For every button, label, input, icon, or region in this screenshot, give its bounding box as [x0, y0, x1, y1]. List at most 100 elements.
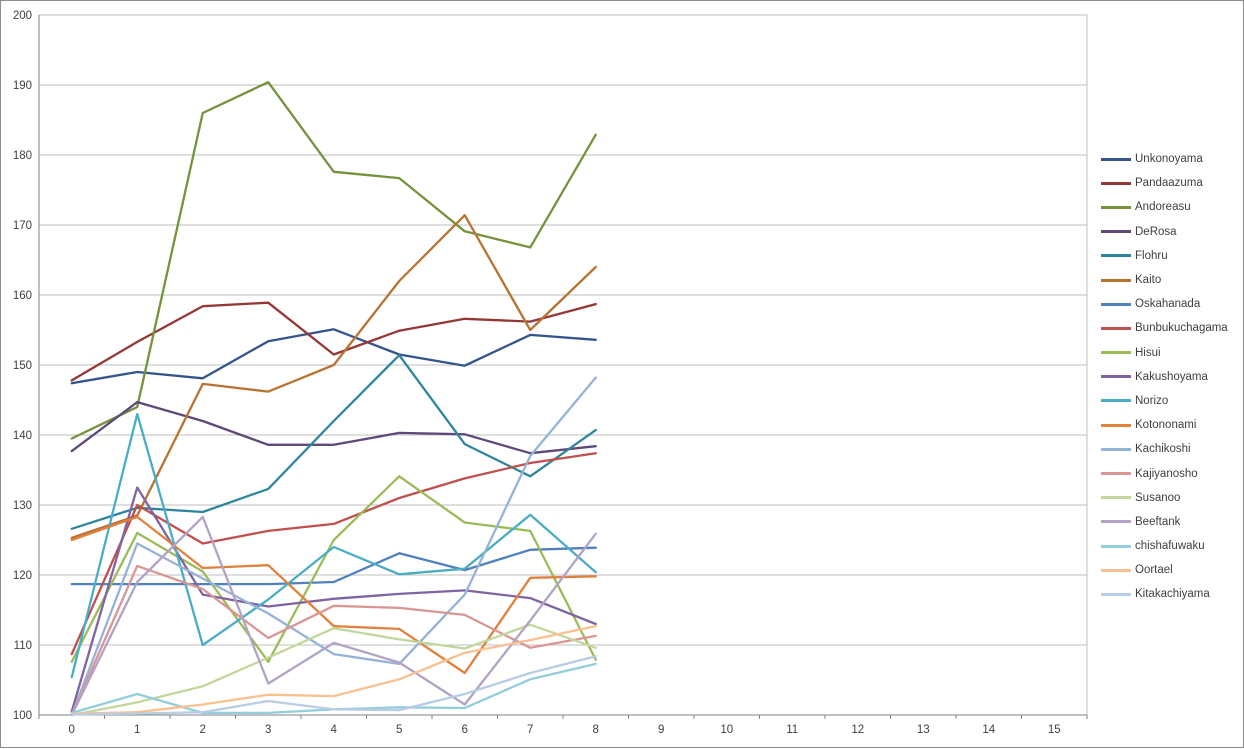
legend-label: Unkonoyama — [1135, 153, 1203, 166]
series-line-pandaazuma[interactable] — [70, 301, 597, 382]
y-axis-label: 180 — [13, 150, 32, 162]
x-axis-label: 5 — [396, 724, 402, 736]
series-line-susanoo[interactable] — [70, 623, 597, 717]
legend-label: DeRosa — [1135, 225, 1177, 238]
legend-label: Hisui — [1135, 346, 1161, 359]
legend-label: Beeftank — [1135, 515, 1181, 528]
y-axis-label: 200 — [13, 10, 32, 22]
legend-label: Kachikoshi — [1135, 443, 1191, 456]
x-axis-label: 10 — [720, 724, 733, 736]
legend-item-susanoo[interactable]: Susanoo — [1101, 486, 1243, 510]
legend-line-swatch — [1101, 496, 1131, 500]
legend-item-kachikoshi[interactable]: Kachikoshi — [1101, 437, 1243, 461]
legend-item-kaito[interactable]: Kaito — [1101, 268, 1243, 292]
x-axis-label: 2 — [200, 724, 206, 736]
legend-line-swatch — [1101, 544, 1131, 548]
legend-line-swatch — [1101, 278, 1131, 282]
series-line-kakushoyama[interactable] — [70, 486, 597, 713]
series-line-kajiyanosho[interactable] — [70, 564, 597, 717]
legend-item-unkonoyama[interactable]: Unkonoyama — [1101, 147, 1243, 171]
series-line-unkonoyama[interactable] — [70, 328, 597, 385]
x-axis-label: 0 — [69, 724, 75, 736]
legend-item-oortael[interactable]: Oortael — [1101, 558, 1243, 582]
legend-line-swatch — [1101, 399, 1131, 403]
legend-line-swatch — [1101, 520, 1131, 524]
legend-line-swatch — [1101, 568, 1131, 572]
legend-line-swatch — [1101, 157, 1131, 161]
series-line-derosa[interactable] — [70, 400, 597, 455]
legend-item-kajiyanosho[interactable]: Kajiyanosho — [1101, 461, 1243, 485]
x-axis-label: 15 — [1048, 724, 1061, 736]
series-line-flohru[interactable] — [70, 354, 597, 530]
legend-item-kitakachiyama[interactable]: Kitakachiyama — [1101, 582, 1243, 606]
series-line-kaito[interactable] — [70, 214, 597, 540]
y-axis-label: 130 — [13, 500, 32, 512]
y-axis-label: 100 — [13, 710, 32, 722]
legend-label: Kakushoyama — [1135, 370, 1208, 383]
legend-item-oskahanada[interactable]: Oskahanada — [1101, 292, 1243, 316]
legend-item-chishafuwaku[interactable]: chishafuwaku — [1101, 534, 1243, 558]
legend-item-andoreasu[interactable]: Andoreasu — [1101, 195, 1243, 219]
legend-line-swatch — [1101, 472, 1131, 476]
chart-legend: Unkonoyama Pandaazuma Andoreasu DeRosa Flohr… — [1101, 147, 1243, 607]
legend-line-swatch — [1101, 205, 1131, 209]
legend-label: chishafuwaku — [1135, 540, 1205, 553]
x-axis-label: 9 — [658, 724, 664, 736]
legend-line-swatch — [1101, 592, 1131, 596]
legend-line-swatch — [1101, 326, 1131, 330]
x-axis-label: 11 — [786, 724, 798, 736]
series-line-oskahanada[interactable] — [70, 546, 597, 586]
x-axis-label: 7 — [527, 724, 533, 736]
legend-label: Kitakachiyama — [1135, 588, 1210, 601]
series-line-kachikoshi[interactable] — [70, 376, 597, 717]
x-axis-label: 6 — [462, 724, 468, 736]
legend-label: Kaito — [1135, 274, 1162, 287]
x-axis-label: 4 — [331, 724, 338, 736]
legend-line-swatch — [1101, 254, 1131, 258]
x-axis-label: 1 — [134, 724, 140, 736]
series-line-oortael[interactable] — [70, 624, 597, 715]
legend-label: Kajiyanosho — [1135, 467, 1198, 480]
y-axis-label: 170 — [13, 220, 32, 232]
y-axis-label: 150 — [13, 360, 32, 372]
y-axis-label: 140 — [13, 430, 32, 442]
y-axis-label: 120 — [13, 570, 32, 582]
legend-label: Pandaazuma — [1135, 177, 1203, 190]
series-line-beeftank[interactable] — [70, 515, 597, 717]
series-line-andoreasu[interactable] — [70, 81, 597, 440]
legend-label: Oskahanada — [1135, 298, 1201, 311]
series-line-norizo[interactable] — [70, 412, 597, 679]
y-axis-label: 190 — [13, 80, 32, 92]
x-axis-label: 13 — [917, 724, 930, 736]
legend-line-swatch — [1101, 302, 1131, 306]
legend-item-derosa[interactable]: DeRosa — [1101, 220, 1243, 244]
series-line-bunbukuchagama[interactable] — [70, 452, 597, 656]
legend-line-swatch — [1101, 351, 1131, 355]
series-line-chishafuwaku[interactable] — [70, 662, 597, 715]
legend-item-kakushoyama[interactable]: Kakushoyama — [1101, 365, 1243, 389]
legend-line-swatch — [1101, 181, 1131, 185]
legend-item-norizo[interactable]: Norizo — [1101, 389, 1243, 413]
series-line-hisui[interactable] — [70, 475, 597, 663]
legend-item-pandaazuma[interactable]: Pandaazuma — [1101, 171, 1243, 195]
x-axis-label: 12 — [851, 724, 864, 736]
legend-item-beeftank[interactable]: Beeftank — [1101, 510, 1243, 534]
legend-label: Flohru — [1135, 249, 1168, 262]
legend-label: Andoreasu — [1135, 201, 1191, 214]
series-line-kotononami[interactable] — [70, 515, 597, 675]
x-axis-label: 14 — [982, 724, 995, 736]
legend-item-bunbukuchagama[interactable]: Bunbukuchagama — [1101, 316, 1243, 340]
legend-line-swatch — [1101, 423, 1131, 427]
legend-item-hisui[interactable]: Hisui — [1101, 341, 1243, 365]
legend-label: Norizo — [1135, 394, 1169, 407]
y-axis-label: 110 — [14, 640, 32, 652]
legend-item-kotononami[interactable]: Kotononami — [1101, 413, 1243, 437]
legend-line-swatch — [1101, 375, 1131, 379]
x-axis-label: 3 — [265, 724, 271, 736]
legend-item-flohru[interactable]: Flohru — [1101, 244, 1243, 268]
legend-label: Kotononami — [1135, 419, 1197, 432]
legend-line-swatch — [1101, 230, 1131, 234]
series-line-kitakachiyama[interactable] — [70, 655, 597, 716]
